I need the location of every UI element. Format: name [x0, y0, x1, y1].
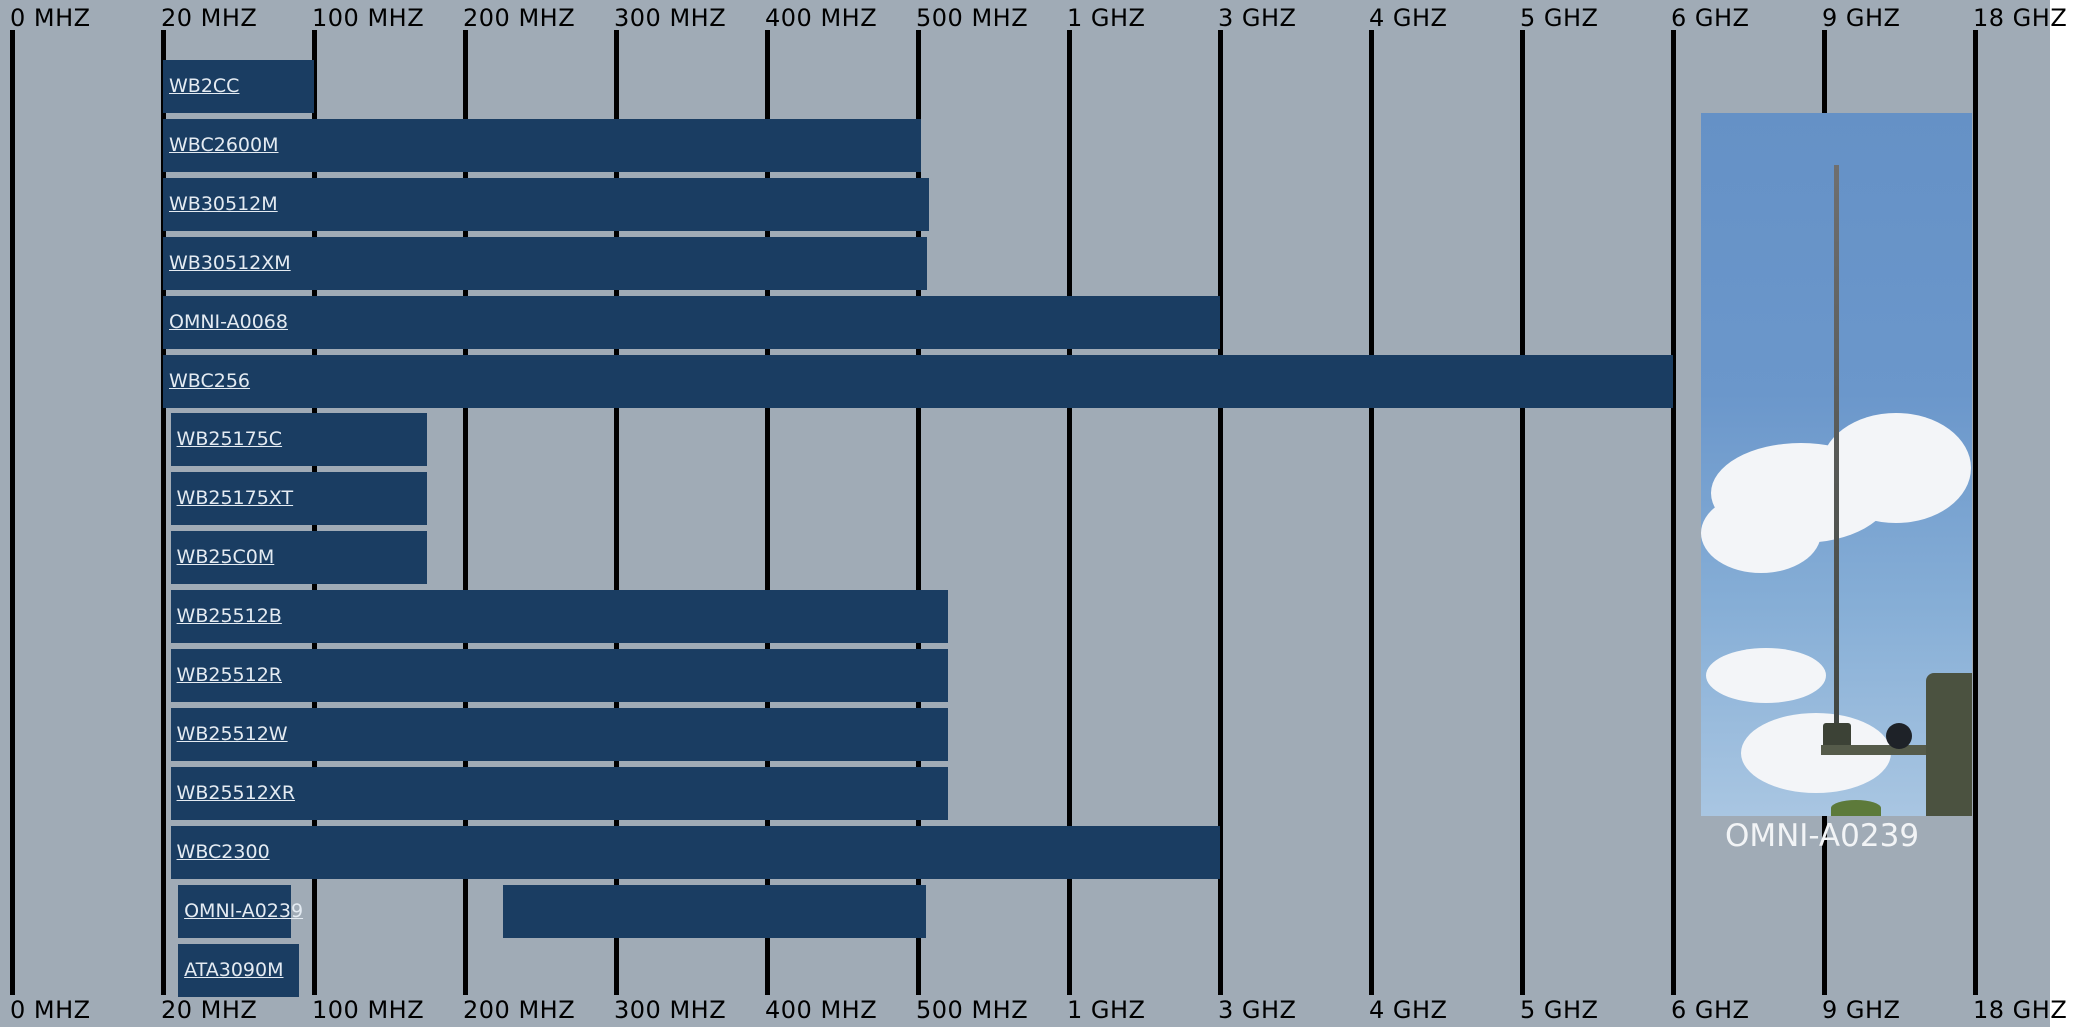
bar-label-link[interactable]: WB2CC	[169, 75, 240, 97]
bar-label-link[interactable]: WBC256	[169, 369, 251, 392]
bar-label-link[interactable]: ATA3090M	[184, 958, 284, 981]
bar	[163, 354, 1673, 408]
x-tick-label-bottom: 18 GHZ	[1973, 996, 2068, 1024]
bar-label-link[interactable]: OMNI-A0239	[184, 899, 304, 922]
bar-label-link[interactable]: WB25512XR	[176, 781, 296, 804]
bar	[170, 413, 428, 467]
photo-caption: OMNI-A0239	[1724, 818, 1920, 854]
gridline	[161, 30, 166, 995]
bar	[170, 472, 428, 526]
bar	[163, 177, 929, 231]
bar	[170, 531, 428, 585]
bar	[163, 236, 928, 290]
gridline	[1973, 30, 1978, 995]
gridline	[765, 30, 770, 995]
vehicle	[1926, 673, 1972, 816]
bar-label-link[interactable]: OMNI-A0068	[169, 310, 288, 333]
gridline	[614, 30, 619, 995]
bar-label-link[interactable]: WBC2600M	[169, 133, 279, 156]
bar	[178, 884, 292, 938]
x-tick-label-top: 20 MHZ	[161, 4, 258, 32]
bar	[163, 295, 1220, 349]
x-tick-label-top: 3 GHZ	[1218, 4, 1297, 32]
x-tick-label-top: 500 MHZ	[916, 4, 1029, 32]
x-tick-label-bottom: 0 MHZ	[10, 996, 91, 1024]
x-tick-label-top: 0 MHZ	[10, 4, 91, 32]
bar	[170, 590, 949, 644]
bar	[170, 825, 1220, 879]
x-tick-label-top: 4 GHZ	[1369, 4, 1448, 32]
bar	[163, 118, 922, 172]
cloud-shape	[1821, 413, 1971, 523]
grass-patch	[1831, 800, 1881, 816]
bar-label-link[interactable]: WB25512W	[176, 722, 288, 745]
antenna-mast	[1834, 165, 1839, 745]
gridline	[1369, 30, 1374, 995]
cloud-shape	[1706, 648, 1826, 703]
x-tick-label-top: 200 MHZ	[463, 4, 576, 32]
x-tick-label-bottom: 3 GHZ	[1218, 996, 1297, 1024]
gridline	[1067, 30, 1072, 995]
cloud-shape	[1701, 493, 1821, 573]
x-tick-label-bottom: 300 MHZ	[614, 996, 727, 1024]
x-tick-label-bottom: 100 MHZ	[312, 996, 425, 1024]
gridline	[10, 30, 15, 995]
x-tick-label-bottom: 4 GHZ	[1369, 996, 1448, 1024]
antenna-photo	[1701, 113, 1972, 816]
bar-label-link[interactable]: WBC2300	[176, 840, 270, 863]
bar-label-link[interactable]: WB25175C	[176, 428, 283, 451]
x-tick-label-bottom: 1 GHZ	[1067, 996, 1146, 1024]
x-tick-label-bottom: 500 MHZ	[916, 996, 1029, 1024]
bar	[178, 943, 299, 997]
x-tick-label-bottom: 5 GHZ	[1520, 996, 1599, 1024]
bar-label-link[interactable]: WB25512R	[176, 664, 283, 686]
beacon-light	[1886, 723, 1912, 749]
gridline	[1520, 30, 1525, 995]
bar	[170, 707, 949, 761]
bar-label-link[interactable]: WB25512B	[176, 605, 282, 628]
bar-label-link[interactable]: WB25175XT	[176, 487, 294, 510]
x-tick-label-bottom: 20 MHZ	[161, 996, 258, 1024]
gridline	[1671, 30, 1676, 995]
x-tick-label-top: 6 GHZ	[1671, 4, 1750, 32]
bar-label-link[interactable]: WB25C0M	[176, 546, 275, 569]
x-tick-label-bottom: 9 GHZ	[1822, 996, 1901, 1024]
x-tick-label-top: 18 GHZ	[1973, 4, 2068, 32]
x-tick-label-top: 400 MHZ	[765, 4, 878, 32]
bar	[502, 884, 926, 938]
x-tick-label-top: 5 GHZ	[1520, 4, 1599, 32]
bar	[163, 60, 314, 113]
bar	[170, 766, 949, 820]
gridline	[1218, 30, 1223, 995]
bar-label-link[interactable]: WB30512M	[169, 192, 278, 215]
x-tick-label-top: 100 MHZ	[312, 4, 425, 32]
x-tick-label-top: 9 GHZ	[1822, 4, 1901, 32]
bar-label-link[interactable]: WB30512XM	[169, 251, 291, 274]
x-tick-label-bottom: 400 MHZ	[765, 996, 878, 1024]
bar	[170, 649, 949, 702]
x-tick-label-top: 300 MHZ	[614, 4, 727, 32]
gridline	[916, 30, 921, 995]
x-tick-label-bottom: 200 MHZ	[463, 996, 576, 1024]
x-tick-label-bottom: 6 GHZ	[1671, 996, 1750, 1024]
gridline	[463, 30, 468, 995]
x-tick-label-top: 1 GHZ	[1067, 4, 1146, 32]
vehicle-arm	[1821, 745, 1931, 755]
